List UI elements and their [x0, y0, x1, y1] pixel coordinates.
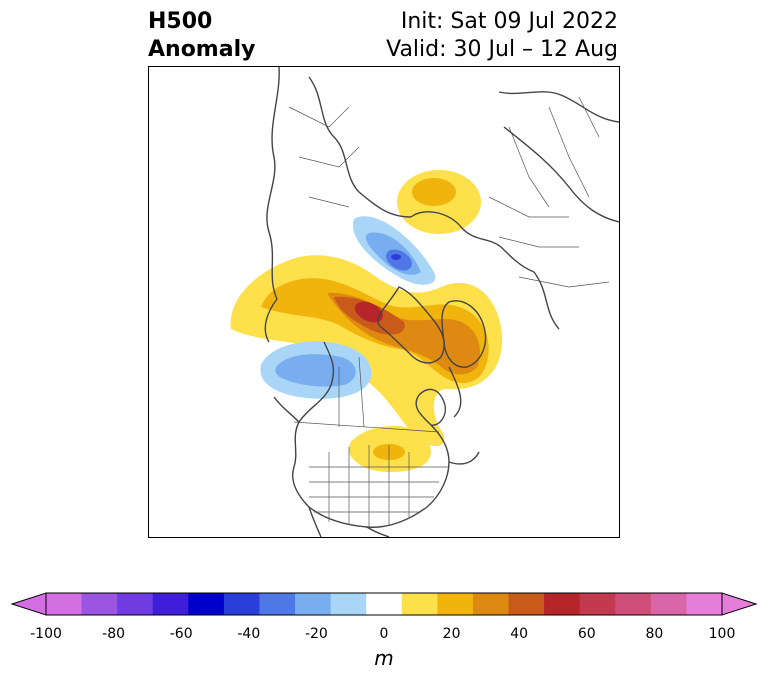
colorbar-bin — [81, 593, 118, 615]
date-info: Init: Sat 09 Jul 2022 Valid: 30 Jul – 12… — [386, 8, 618, 64]
colorbar-bin — [508, 593, 545, 615]
anomaly-map — [148, 66, 620, 538]
colorbar-bin — [259, 593, 296, 615]
colorbar-tick-label: 100 — [708, 626, 736, 642]
colorbar-bin — [401, 593, 438, 615]
colorbar-bin — [366, 593, 403, 615]
colorbar-tick-label: 20 — [442, 626, 461, 642]
country-and-state-borders — [288, 96, 610, 527]
colorbar-tick-label: 40 — [510, 626, 529, 642]
valid-range-label: Valid: 30 Jul – 12 Aug — [386, 37, 618, 62]
colorbar-bin — [615, 593, 652, 615]
colorbar-bin — [46, 593, 83, 615]
init-date-label: Init: Sat 09 Jul 2022 — [400, 9, 618, 34]
anomaly-trough-barents-kara — [352, 216, 436, 285]
coastlines — [264, 67, 619, 537]
colorbar-tick-label: 60 — [577, 626, 596, 642]
colorbar-bin — [330, 593, 367, 615]
title-line-2: Anomaly — [148, 37, 256, 62]
colorbar-bin — [117, 593, 154, 615]
colorbar-bin — [686, 593, 723, 615]
colorbar-bin — [472, 593, 510, 615]
chart-title: H500 Anomaly — [148, 8, 255, 64]
colorbar-tick-label: 80 — [645, 626, 664, 642]
colorbar-tick-label: -40 — [237, 626, 261, 642]
colorbar-tick-label: -100 — [30, 626, 62, 642]
colorbar-bin — [223, 593, 260, 615]
colorbar-outline — [45, 592, 723, 616]
colorbar-tick-label: -20 — [304, 626, 328, 642]
colorbar — [10, 592, 758, 616]
colorbar-tick-label: -80 — [102, 626, 126, 642]
colorbar-bin — [437, 593, 474, 615]
anomaly-trough-gulf-of-alaska — [260, 341, 372, 399]
colorbar-bin — [650, 593, 687, 615]
anomaly-ridge-western-russia — [397, 170, 481, 234]
colorbar-tick-label: 0 — [379, 626, 389, 642]
colorbar-bin — [579, 593, 616, 615]
colorbar-bin — [544, 593, 581, 615]
colorbar-under-arrow — [10, 592, 47, 616]
colorbar-over-arrow — [721, 592, 758, 616]
colorbar-bin — [188, 593, 225, 615]
colorbar-unit-label: m — [374, 646, 394, 670]
colorbar-bin — [152, 593, 189, 615]
title-line-1: H500 — [148, 9, 213, 34]
colorbar-tick-label: -60 — [169, 626, 193, 642]
map-canvas — [149, 67, 619, 537]
colorbar-bin — [295, 593, 332, 615]
